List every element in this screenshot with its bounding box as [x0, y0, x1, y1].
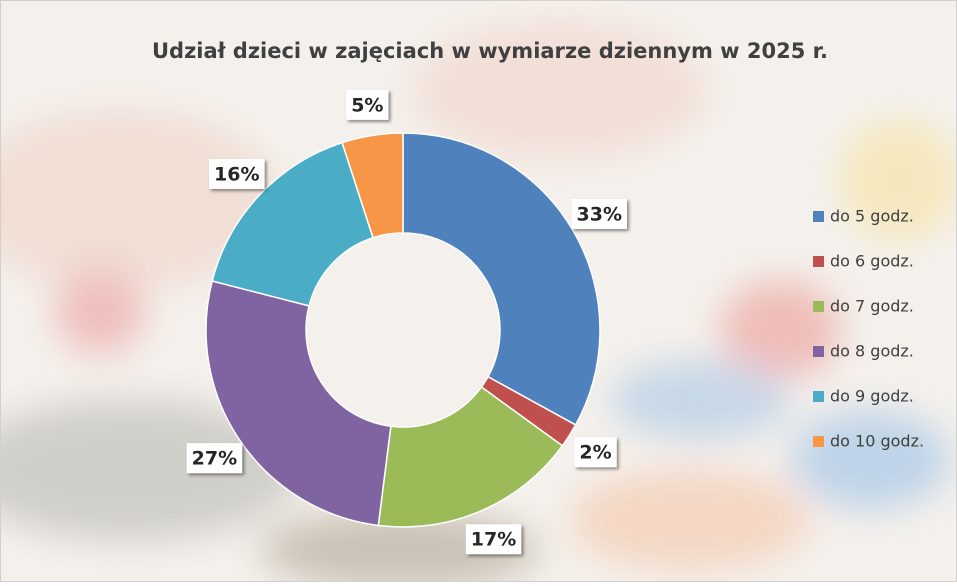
chart-title: Udział dzieci w zajęciach w wymiarze dzi… — [152, 39, 828, 63]
legend-label: do 9 godz. — [830, 387, 914, 406]
legend-label: do 8 godz. — [830, 342, 914, 361]
data-label-text: 16% — [214, 163, 259, 185]
data-label: 17% — [465, 524, 522, 555]
legend-swatch — [813, 436, 824, 447]
donut-slice — [341, 132, 404, 239]
data-label-text: 33% — [577, 203, 622, 225]
data-label: 33% — [571, 198, 627, 229]
legend-swatch — [813, 256, 824, 267]
legend-label: do 6 godz. — [830, 252, 914, 271]
legend-label: do 10 godz. — [830, 432, 924, 451]
legend-swatch — [813, 301, 824, 312]
data-label: 5% — [346, 89, 389, 120]
donut-slice — [402, 132, 601, 426]
donut-slice — [205, 280, 392, 527]
legend-label: do 5 godz. — [830, 207, 914, 226]
data-label-text: 5% — [351, 94, 383, 116]
data-label-box — [571, 198, 627, 229]
legend-label: do 7 godz. — [830, 297, 914, 316]
legend-swatch — [813, 211, 824, 222]
donut-slice — [377, 385, 564, 528]
data-label-box — [186, 443, 243, 474]
data-label-box — [346, 89, 389, 120]
legend-swatch — [813, 346, 824, 357]
data-label-text: 17% — [471, 529, 516, 551]
data-label: 27% — [186, 443, 243, 474]
data-label-text: 27% — [192, 448, 237, 470]
data-label: 16% — [209, 158, 265, 189]
data-label-box — [574, 437, 617, 468]
data-label-box — [209, 158, 265, 189]
data-label: 2% — [574, 437, 617, 468]
donut-slice — [211, 141, 374, 307]
data-label-box — [465, 524, 522, 555]
data-label-text: 2% — [579, 442, 611, 464]
legend-swatch — [813, 391, 824, 402]
